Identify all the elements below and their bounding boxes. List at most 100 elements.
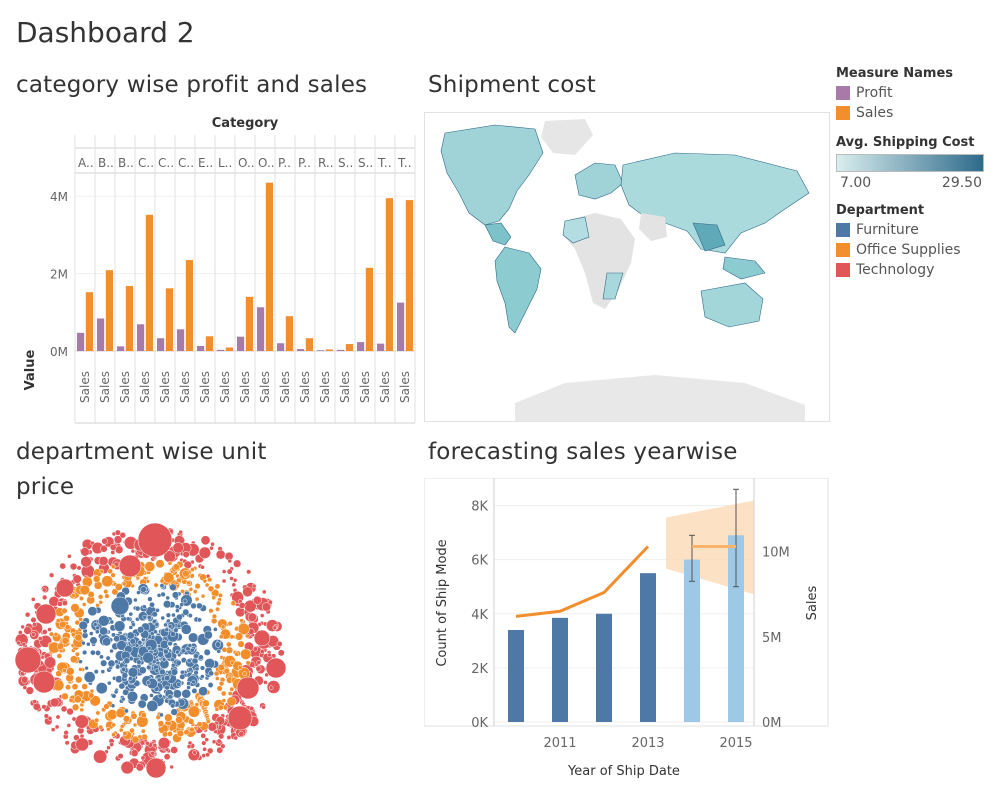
furniture-bubble[interactable] (95, 625, 100, 631)
ship-mode-count-bar[interactable] (508, 630, 524, 722)
furniture-bubble[interactable] (102, 637, 112, 647)
office-supplies-bubble[interactable] (182, 570, 190, 578)
technology-bubble[interactable] (233, 735, 238, 741)
technology-bubble[interactable] (216, 746, 224, 754)
technology-bubble[interactable] (43, 713, 50, 719)
furniture-bubble[interactable] (170, 657, 175, 663)
furniture-bubble[interactable] (188, 632, 199, 643)
technology-bubble[interactable] (71, 716, 77, 722)
technology-bubble[interactable] (169, 764, 174, 770)
furniture-bubble[interactable] (147, 596, 153, 602)
furniture-bubble[interactable] (95, 629, 100, 635)
office-supplies-bubble[interactable] (220, 690, 227, 697)
office-supplies-bubble[interactable] (106, 709, 118, 720)
furniture-bubble[interactable] (81, 640, 86, 646)
technology-bubble[interactable] (268, 685, 274, 691)
office-supplies-bubble[interactable] (111, 732, 116, 737)
ship-mode-count-bar[interactable] (596, 613, 612, 722)
office-supplies-bubble[interactable] (103, 589, 109, 595)
furniture-bubble[interactable] (176, 623, 182, 629)
technology-bubble[interactable] (42, 594, 48, 601)
office-supplies-bubble[interactable] (153, 582, 159, 588)
office-supplies-bubble[interactable] (211, 595, 216, 600)
technology-bubble[interactable] (24, 611, 31, 618)
furniture-bubble[interactable] (134, 605, 141, 612)
technology-bubble[interactable] (198, 546, 211, 559)
technology-bubble[interactable] (252, 646, 259, 652)
technology-bubble[interactable] (187, 740, 193, 746)
office-supplies-bubble[interactable] (159, 578, 165, 584)
office-supplies-bubble[interactable] (207, 577, 213, 583)
office-supplies-bubble[interactable] (221, 646, 228, 653)
furniture-bubble[interactable] (176, 681, 182, 687)
technology-bubble[interactable] (255, 665, 262, 672)
furniture-bubble[interactable] (146, 615, 152, 621)
technology-bubble[interactable] (200, 732, 207, 739)
furniture-bubble[interactable] (175, 608, 180, 613)
profit-bar[interactable] (217, 349, 225, 351)
profit-bar[interactable] (137, 324, 145, 351)
office-supplies-bubble[interactable] (215, 676, 220, 681)
sales-bar[interactable] (345, 344, 353, 351)
technology-bubble[interactable] (186, 744, 192, 749)
technology-bubble[interactable] (55, 714, 61, 720)
technology-bubble[interactable] (263, 680, 268, 685)
technology-bubble[interactable] (30, 616, 37, 623)
furniture-bubble[interactable] (199, 665, 206, 671)
office-supplies-bubble[interactable] (92, 575, 101, 583)
office-supplies-bubble[interactable] (215, 606, 221, 612)
furniture-bubble[interactable] (214, 641, 222, 648)
office-supplies-bubble[interactable] (140, 712, 147, 719)
technology-bubble[interactable] (21, 641, 27, 647)
technology-bubble[interactable] (67, 554, 72, 559)
technology-bubble[interactable] (80, 547, 90, 557)
furniture-bubble[interactable] (95, 682, 108, 695)
furniture-bubble[interactable] (181, 688, 192, 699)
office-supplies-bubble[interactable] (200, 593, 206, 599)
profit-bar[interactable] (117, 346, 125, 351)
technology-bubble[interactable] (247, 612, 257, 622)
office-supplies-bubble[interactable] (172, 563, 180, 571)
office-supplies-bubble[interactable] (223, 667, 230, 675)
furniture-bubble[interactable] (164, 674, 171, 682)
office-supplies-bubble[interactable] (78, 667, 83, 672)
furniture-bubble[interactable] (99, 626, 108, 636)
office-supplies-bubble[interactable] (237, 622, 250, 635)
ship-mode-count-bar[interactable] (684, 559, 700, 722)
technology-bubble[interactable] (246, 569, 252, 575)
office-supplies-bubble[interactable] (69, 655, 78, 664)
technology-bubble[interactable] (266, 680, 281, 694)
furniture-bubble[interactable] (187, 613, 193, 619)
furniture-bubble[interactable] (111, 693, 117, 699)
technology-bubble[interactable] (216, 738, 222, 744)
technology-bubble[interactable] (210, 541, 215, 547)
furniture-bubble[interactable] (125, 616, 131, 622)
furniture-bubble[interactable] (172, 689, 182, 699)
technology-bubble[interactable] (76, 565, 82, 571)
furniture-bubble[interactable] (182, 598, 188, 604)
furniture-bubble[interactable] (188, 666, 193, 672)
office-supplies-bubble[interactable] (111, 588, 119, 596)
office-supplies-bubble[interactable] (118, 727, 124, 733)
furniture-bubble[interactable] (179, 602, 185, 607)
furniture-bubble[interactable] (180, 624, 192, 635)
furniture-bubble[interactable] (109, 648, 114, 654)
furniture-bubble[interactable] (107, 659, 116, 668)
technology-bubble[interactable] (157, 736, 171, 750)
furniture-bubble[interactable] (203, 648, 211, 656)
office-supplies-bubble[interactable] (61, 692, 69, 701)
furniture-bubble[interactable] (121, 666, 127, 672)
office-supplies-bubble[interactable] (71, 593, 77, 598)
office-supplies-bubble[interactable] (230, 600, 237, 607)
technology-bubble[interactable] (249, 706, 255, 711)
technology-bubble[interactable] (170, 746, 179, 754)
technology-bubble[interactable] (66, 723, 72, 728)
office-supplies-bubble[interactable] (226, 641, 232, 648)
office-supplies-bubble[interactable] (234, 651, 240, 657)
office-supplies-bubble[interactable] (106, 726, 111, 732)
office-supplies-bubble[interactable] (215, 600, 222, 606)
office-supplies-bubble[interactable] (229, 634, 235, 640)
office-supplies-bubble[interactable] (176, 577, 182, 583)
technology-bubble[interactable] (182, 550, 190, 558)
furniture-bubble[interactable] (136, 590, 141, 595)
